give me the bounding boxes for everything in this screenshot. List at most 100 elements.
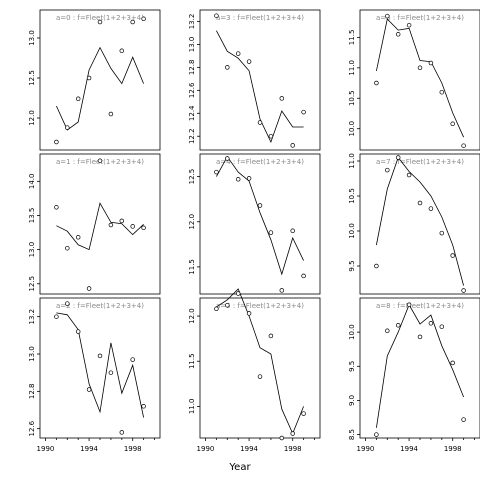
y-tick-label: 9.0 <box>348 395 356 406</box>
x-tick-label: 1990 <box>357 445 375 453</box>
y-tick-label: 12.5 <box>28 70 36 86</box>
y-tick-label: 12.4 <box>188 105 196 121</box>
x-tick-label: 1998 <box>124 445 142 453</box>
y-tick-label: 13.2 <box>28 309 36 325</box>
y-tick-label: 12.0 <box>188 214 196 230</box>
y-tick-label: 10.5 <box>348 188 356 204</box>
panel-6: a=7 : f=Fleet(1+2+3+4) 9.5 10.0 10.5 11.0 <box>348 153 480 295</box>
observed-point <box>141 225 146 231</box>
observed-point <box>54 205 59 210</box>
panel-5: a=4 : f=Fleet(1+2+3+4) 11.5 12.0 12.5 <box>188 153 321 295</box>
observed-point <box>374 432 379 437</box>
fitted-line <box>56 312 144 418</box>
panel-4: a=1 : f=Fleet(1+2+3+4)12.513.013.514.0 <box>28 153 161 295</box>
observed-point <box>108 111 114 117</box>
observed-point <box>119 218 125 224</box>
y-tick-label: 13.0 <box>28 30 36 46</box>
observed-point <box>246 176 252 181</box>
observed-point <box>86 286 92 291</box>
panel-strip-label: a=5 : f=Fleet(1+2+3+4) <box>216 302 304 310</box>
observed-point <box>130 224 135 229</box>
observed-point <box>461 417 466 422</box>
x-tick-label: 1994 <box>80 445 98 453</box>
observed-point <box>97 158 103 164</box>
observed-point <box>301 411 306 416</box>
observed-point <box>141 16 146 22</box>
observed-point <box>406 22 412 28</box>
observed-point <box>108 370 114 375</box>
observed-point <box>235 291 241 296</box>
panel-strip-label: a=4 : f=Fleet(1+2+3+4) <box>216 158 304 166</box>
observed-point <box>385 13 390 19</box>
observed-point <box>130 19 135 25</box>
fitted-line <box>376 303 464 428</box>
y-tick-label: 12.6 <box>28 420 36 436</box>
observed-point <box>130 357 135 362</box>
panel-frame <box>199 9 321 151</box>
observed-point <box>75 235 81 240</box>
y-tick-label: 10.5 <box>348 90 356 106</box>
x-tick-label: 1990 <box>197 445 215 453</box>
observed-point <box>214 169 219 175</box>
observed-point <box>214 306 219 312</box>
observed-point <box>65 245 70 251</box>
y-tick-label: 11.5 <box>348 30 356 46</box>
panel-frame <box>359 9 480 151</box>
observed-point <box>235 177 241 182</box>
observed-point <box>119 430 125 435</box>
observed-point <box>406 302 412 308</box>
observed-point <box>257 203 263 208</box>
observed-point <box>97 19 103 25</box>
fitted-line <box>216 30 304 144</box>
observed-point <box>86 75 92 81</box>
observed-point <box>246 59 252 64</box>
panel-strip-label: a=3 : f=Fleet(1+2+3+4) <box>216 14 304 22</box>
observed-point <box>374 263 379 269</box>
panel-strip-label: a=2 : f=Fleet(1+2+3+4) <box>56 302 144 310</box>
x-tick-label: 1998 <box>444 445 462 453</box>
observed-point <box>279 288 285 293</box>
observed-point <box>65 301 70 306</box>
y-tick-label: 12.6 <box>188 82 196 98</box>
observed-point <box>461 288 466 293</box>
fitted-line <box>56 46 144 131</box>
panel-2: a=3 : f=Fleet(1+2+3+4) 12.2 12.4 12.6 12.8 13… <box>188 9 321 151</box>
panel-frame <box>39 9 161 151</box>
y-tick-label: 11.0 <box>348 60 356 76</box>
panel-3: a=6 : f=Fleet(1+2+3+4) 10.0 10.5 11.0 11.5 <box>348 9 480 151</box>
observed-point <box>290 143 295 148</box>
y-tick-label: 10.0 <box>348 324 356 340</box>
observed-point <box>406 172 412 178</box>
panel-1: a=0 : f=Fleet(1+2+3+4) 12.0 12.5 13.0 <box>28 9 161 151</box>
panel-7: a=2 : f=Fleet(1+2+3+4) 12.6 12.8 13.0 13.2 19… <box>28 297 161 453</box>
y-tick-label: 12.5 <box>188 169 196 185</box>
observed-point <box>257 120 263 125</box>
y-tick-label: 12.5 <box>28 276 36 292</box>
y-tick-label: 11.5 <box>188 259 196 275</box>
panel-strip-label: a=0 : f=Fleet(1+2+3+4) <box>56 14 144 22</box>
panel-strip-label: a=8 : f=Fleet(1+2+3+4) <box>376 302 464 310</box>
observed-point <box>268 230 274 235</box>
observed-point <box>75 329 81 334</box>
observed-point <box>417 334 423 340</box>
y-tick-label: 12.8 <box>28 384 36 400</box>
y-tick-label: 8.5 <box>348 429 356 440</box>
y-tick-label: 14.0 <box>28 174 36 190</box>
observed-point <box>257 374 263 379</box>
y-tick-label: 11.5 <box>188 353 196 369</box>
observed-point <box>385 167 390 173</box>
observed-point <box>395 323 401 328</box>
observed-point <box>268 333 274 339</box>
observed-point <box>461 143 466 148</box>
fitted-line <box>216 288 304 435</box>
observed-point <box>108 222 114 228</box>
panel-frame <box>199 297 321 439</box>
x-tick-label: 1994 <box>240 445 258 453</box>
observed-point <box>235 51 241 56</box>
observed-point <box>395 155 401 160</box>
panel-9: a=8 : f=Fleet(1+2+3+4) 8.5 9.0 9.5 10.0 1990 1… <box>348 297 480 453</box>
observed-point <box>141 404 146 409</box>
panel-8: a=5 : f=Fleet(1+2+3+4) 11.0 11.5 12.0 1990 19… <box>188 288 321 453</box>
observed-point <box>439 230 445 236</box>
observed-point <box>290 228 295 234</box>
